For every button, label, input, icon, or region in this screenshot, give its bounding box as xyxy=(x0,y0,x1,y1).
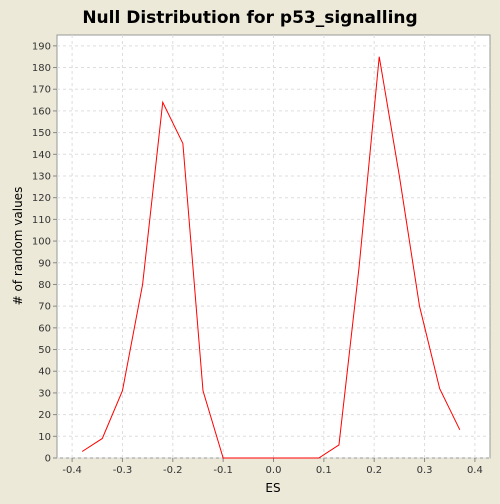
series-layer xyxy=(81,56,461,459)
y-tick-label: 130 xyxy=(32,172,51,183)
series-line xyxy=(81,56,461,459)
y-tick-label: 50 xyxy=(38,345,51,356)
y-tick-label: 80 xyxy=(38,280,51,291)
x-tick-label: -0.4 xyxy=(62,465,82,476)
x-tick-label: 0.4 xyxy=(467,465,483,476)
y-tick-label: 40 xyxy=(38,367,51,378)
y-tick-label: 100 xyxy=(32,237,51,248)
y-axis-label: # of random values xyxy=(11,187,25,306)
chart-title: Null Distribution for p53_signalling xyxy=(82,8,417,28)
y-tick-label: 110 xyxy=(32,215,51,226)
y-tick-label: 60 xyxy=(38,323,51,334)
y-tick-label: 150 xyxy=(32,128,51,139)
x-tick-label: -0.2 xyxy=(163,465,183,476)
axes: -0.4 -0.3 -0.2 -0.1 0.0 0.1 0.2 0.3 0.4 0 10 20 30 40… xyxy=(32,41,483,476)
y-tick-label: 10 xyxy=(38,432,51,443)
y-tick-label: 140 xyxy=(32,150,51,161)
y-tick-label: 180 xyxy=(32,63,51,74)
y-tick-label: 160 xyxy=(32,106,51,117)
x-tick-label: -0.3 xyxy=(113,465,133,476)
x-tick-label: 0.1 xyxy=(316,465,332,476)
x-axis-label: ES xyxy=(265,481,280,495)
x-tick-label: -0.1 xyxy=(213,465,233,476)
x-tick-label: 0.2 xyxy=(366,465,382,476)
y-tick-label: 90 xyxy=(38,258,51,269)
x-tick-label: 0.0 xyxy=(266,465,282,476)
y-tick-label: 20 xyxy=(38,410,51,421)
y-tick-label: 70 xyxy=(38,302,51,313)
y-tick-label: 170 xyxy=(32,85,51,96)
y-tick-label: 190 xyxy=(32,41,51,52)
grid xyxy=(57,35,490,459)
x-tick-label: 0.3 xyxy=(417,465,433,476)
y-tick-label: 30 xyxy=(38,388,51,399)
y-tick-label: 120 xyxy=(32,193,51,204)
y-tick-label: 0 xyxy=(45,454,51,465)
